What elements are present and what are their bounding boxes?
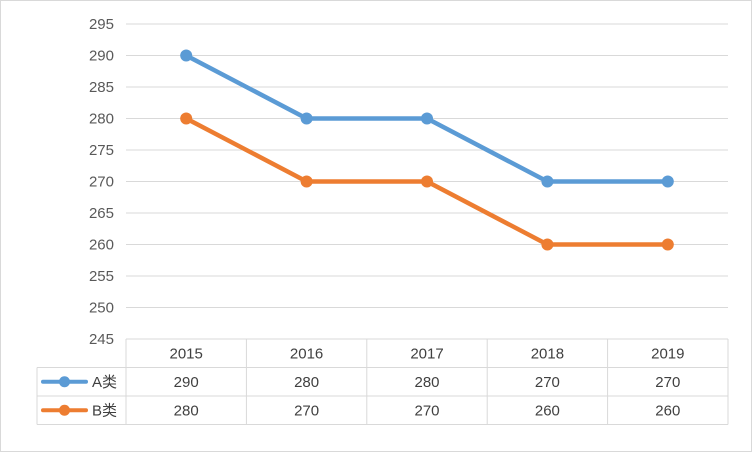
y-tick-label: 245 (89, 331, 114, 348)
x-tick-label: 2017 (410, 345, 443, 362)
data-table: 2015 2016 2017 2018 2019 A类 290 280 280 270 270 B类 2… (36, 338, 729, 425)
data-point (661, 238, 674, 251)
data-table-value: 260 (655, 402, 680, 419)
legend-label: A类 (92, 374, 117, 391)
legend-marker (59, 376, 70, 388)
data-table-value: 270 (535, 374, 560, 391)
y-tick-label: 270 (89, 174, 114, 191)
y-tick-label: 260 (89, 237, 114, 254)
data-point (180, 49, 193, 62)
x-tick-label: 2018 (531, 345, 564, 362)
legend-marker (59, 404, 70, 416)
y-tick-label: 265 (89, 205, 114, 222)
series-lines (180, 49, 674, 251)
y-tick-label: 295 (89, 16, 114, 33)
data-table-value: 280 (414, 374, 439, 391)
data-point (300, 112, 313, 125)
gridlines (126, 23, 728, 308)
x-tick-label: 2015 (170, 345, 203, 362)
data-table-value: 260 (535, 402, 560, 419)
data-table-value: 290 (174, 374, 199, 391)
data-table-value: 270 (414, 402, 439, 419)
data-table-value: 280 (174, 402, 199, 419)
y-axis-ticks: 245 250 255 260 265 270 275 280 285 290 295 (89, 16, 114, 348)
data-point (180, 112, 193, 125)
data-point (421, 175, 433, 188)
y-tick-label: 290 (89, 48, 114, 65)
data-table-value: 270 (294, 402, 319, 419)
y-tick-label: 285 (89, 79, 114, 96)
data-point (541, 175, 554, 188)
data-point (421, 112, 433, 125)
y-tick-label: 250 (89, 300, 114, 317)
y-tick-label: 275 (89, 142, 114, 159)
data-point (661, 175, 674, 188)
data-point (541, 238, 554, 251)
y-tick-label: 280 (89, 111, 114, 128)
data-table-value: 280 (294, 374, 319, 391)
data-table-value: 270 (655, 374, 680, 391)
x-tick-label: 2019 (651, 345, 684, 362)
x-tick-label: 2016 (290, 345, 323, 362)
data-point (300, 175, 313, 188)
y-tick-label: 255 (89, 268, 114, 285)
legend-label: B类 (92, 402, 117, 419)
